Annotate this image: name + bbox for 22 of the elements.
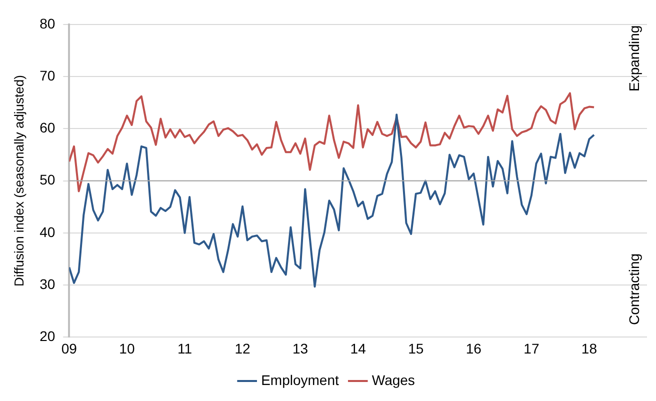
y-tick-label: 80 [40, 15, 56, 32]
x-tick-label: 09 [61, 340, 78, 356]
y-tick-label: 50 [40, 172, 56, 188]
x-tick-label: 11 [177, 340, 192, 356]
x-tick-label: 12 [234, 340, 251, 356]
y-tick-label: 20 [40, 328, 56, 344]
y-tick-label: 70 [40, 67, 56, 84]
y-tick-label: 60 [40, 120, 56, 136]
x-tick-label: 14 [350, 340, 366, 356]
legend-label: Employment [261, 372, 339, 388]
legend-label: Wages [372, 372, 415, 388]
annotation: Contracting [626, 253, 642, 325]
y-axis-title: Diffusion index (seasonally adjusted) [11, 75, 26, 287]
x-tick-label: 17 [524, 340, 540, 356]
x-tick-label: 15 [408, 340, 424, 356]
x-tick-label: 18 [581, 340, 598, 356]
y-tick-label: 30 [40, 276, 56, 292]
annotation: Expanding [626, 25, 642, 92]
x-tick-label: 13 [292, 340, 308, 356]
y-tick-label: 40 [40, 224, 56, 240]
x-tick-label: 16 [466, 340, 482, 356]
x-tick-label: 10 [119, 340, 135, 356]
